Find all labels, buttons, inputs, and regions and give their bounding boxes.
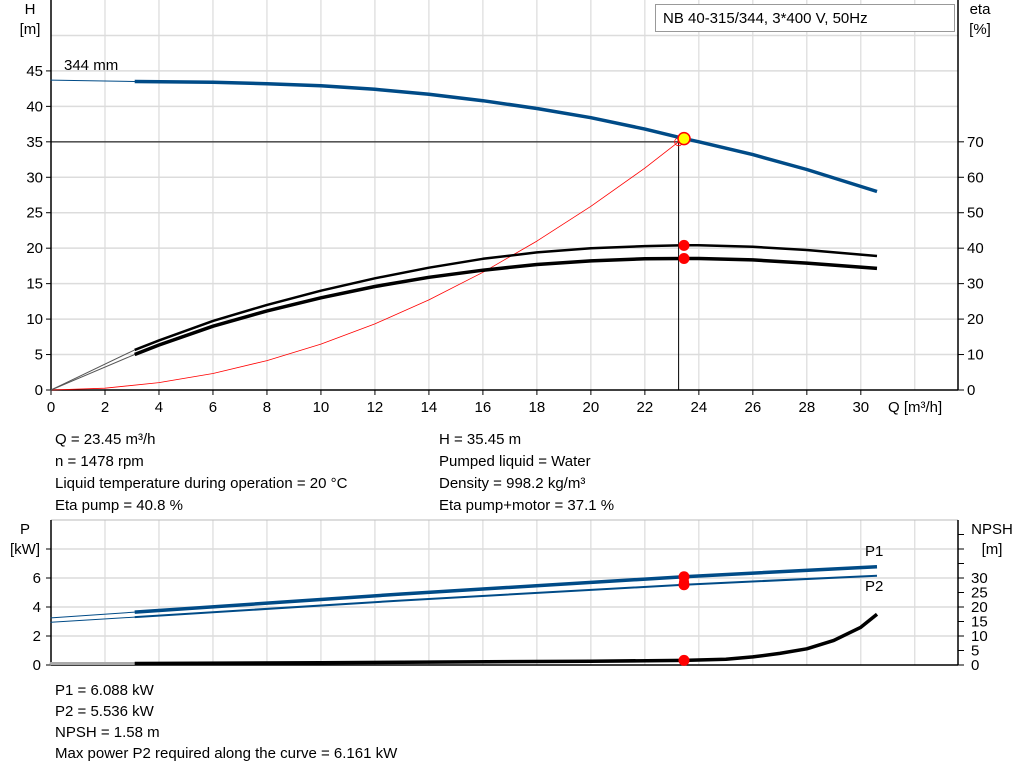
- y-axis-title-right-unit: [m]: [982, 541, 1003, 558]
- x-tick-label: 28: [798, 399, 815, 416]
- x-tick-label: 8: [263, 399, 271, 416]
- x-tick-label: 12: [367, 399, 384, 416]
- p1-curve: [134, 564, 878, 614]
- info-density: Density = 998.2 kg/m³: [439, 475, 586, 492]
- y-tick-label-left: 5: [35, 347, 43, 364]
- p1-curve-extrapolated: [50, 611, 136, 619]
- info-liquid-temp: Liquid temperature during operation = 20…: [55, 475, 348, 492]
- y-tick-label-left: 15: [26, 276, 43, 293]
- y-tick-label-right: 50: [967, 205, 984, 222]
- y-axis-title-right-unit: [%]: [969, 21, 991, 38]
- x-tick-label: 14: [421, 399, 438, 416]
- y-tick-label-right: 40: [967, 240, 984, 257]
- y-tick-label-right: 60: [967, 169, 984, 186]
- y-tick-label-right: 10: [967, 347, 984, 364]
- eta-pump-motor-curve-extrapolated: [50, 354, 136, 391]
- x-tick-label: 26: [745, 399, 762, 416]
- npsh-curve: [134, 612, 879, 666]
- info-q: Q = 23.45 m³/h: [55, 431, 156, 448]
- info-liquid: Pumped liquid = Water: [439, 453, 591, 470]
- x-tick-label: 6: [209, 399, 217, 416]
- y-tick-label-right: 0: [971, 657, 979, 674]
- eta-pump-duty-marker: [678, 239, 690, 251]
- p1-series-label: P1: [865, 543, 883, 560]
- x-tick-label: 2: [101, 399, 109, 416]
- y-tick-label-left: 0: [35, 382, 43, 399]
- system-curve: [50, 141, 679, 391]
- y-tick-label-left: 10: [26, 311, 43, 328]
- eta-pump-curve-extrapolated: [50, 349, 136, 391]
- y-tick-label-left: 30: [26, 169, 43, 186]
- info-head: H = 35.45 m: [439, 431, 522, 448]
- y-tick-label-right: 0: [967, 382, 975, 399]
- y-tick-label-left: 4: [33, 599, 41, 616]
- y-tick-label-left: 25: [26, 205, 43, 222]
- x-axis-title: Q [m³/h]: [888, 399, 942, 416]
- y-tick-label-left: 45: [26, 63, 43, 80]
- y-tick-label-right: 20: [971, 599, 988, 616]
- power-duty-marker-joint: [679, 576, 690, 587]
- impeller-diameter-label: 344 mm: [64, 57, 119, 74]
- info-eta-pump: Eta pump = 40.8 %: [55, 497, 183, 514]
- info-p1: P1 = 6.088 kW: [55, 682, 154, 699]
- info-p2: P2 = 5.536 kW: [55, 703, 154, 720]
- eta-pump-motor-duty-marker: [678, 252, 690, 264]
- y-axis-title-right: eta: [970, 1, 992, 18]
- info-speed: n = 1478 rpm: [55, 453, 144, 470]
- x-tick-label: 0: [47, 399, 55, 416]
- x-tick-label: 24: [691, 399, 708, 416]
- y-tick-label-right: 30: [967, 276, 984, 293]
- y-axis-title-left: P: [20, 521, 30, 538]
- x-tick-label: 22: [637, 399, 654, 416]
- info-eta-pump-motor: Eta pump+motor = 37.1 %: [439, 497, 615, 514]
- eta-pump-curve: [134, 244, 878, 352]
- y-tick-label-left: 2: [33, 628, 41, 645]
- y-tick-label-left: 40: [26, 98, 43, 115]
- y-tick-label-left: 35: [26, 134, 43, 151]
- x-tick-label: 30: [852, 399, 869, 416]
- y-tick-label-right: 10: [971, 628, 988, 645]
- y-tick-label-right: 30: [971, 570, 988, 587]
- y-tick-label-right: 70: [967, 134, 984, 151]
- y-axis-title-left: H: [25, 1, 36, 18]
- x-tick-label: 20: [583, 399, 600, 416]
- y-tick-label-right: 20: [967, 311, 984, 328]
- y-tick-label-right: 5: [971, 643, 979, 660]
- y-tick-label-right: 25: [971, 585, 988, 602]
- y-axis-title-left-unit: [kW]: [10, 541, 40, 558]
- y-tick-label-left: 0: [33, 657, 41, 674]
- y-axis-title-right: NPSH: [971, 521, 1013, 538]
- x-tick-label: 16: [475, 399, 492, 416]
- head-curve-extrapolated: [50, 79, 136, 82]
- p2-curve: [134, 574, 878, 619]
- pump-title-box: NB 40-315/344, 3*400 V, 50Hz: [655, 4, 955, 32]
- p2-curve-extrapolated: [50, 616, 136, 623]
- info-max-p2: Max power P2 required along the curve = …: [55, 745, 398, 762]
- p2-series-label: P2: [865, 578, 883, 595]
- x-tick-label: 10: [313, 399, 330, 416]
- y-tick-label-right: 15: [971, 614, 988, 631]
- head-curve: [134, 79, 878, 194]
- eta-pump-motor-curve: [134, 256, 878, 357]
- x-tick-label: 4: [155, 399, 163, 416]
- y-tick-label-left: 20: [26, 240, 43, 257]
- y-tick-label-left: 6: [33, 570, 41, 587]
- x-tick-label: 18: [529, 399, 546, 416]
- info-npsh: NPSH = 1.58 m: [55, 724, 160, 741]
- duty-point-marker: [677, 131, 691, 146]
- y-axis-title-left-unit: [m]: [20, 21, 41, 38]
- npsh-duty-marker: [678, 654, 690, 666]
